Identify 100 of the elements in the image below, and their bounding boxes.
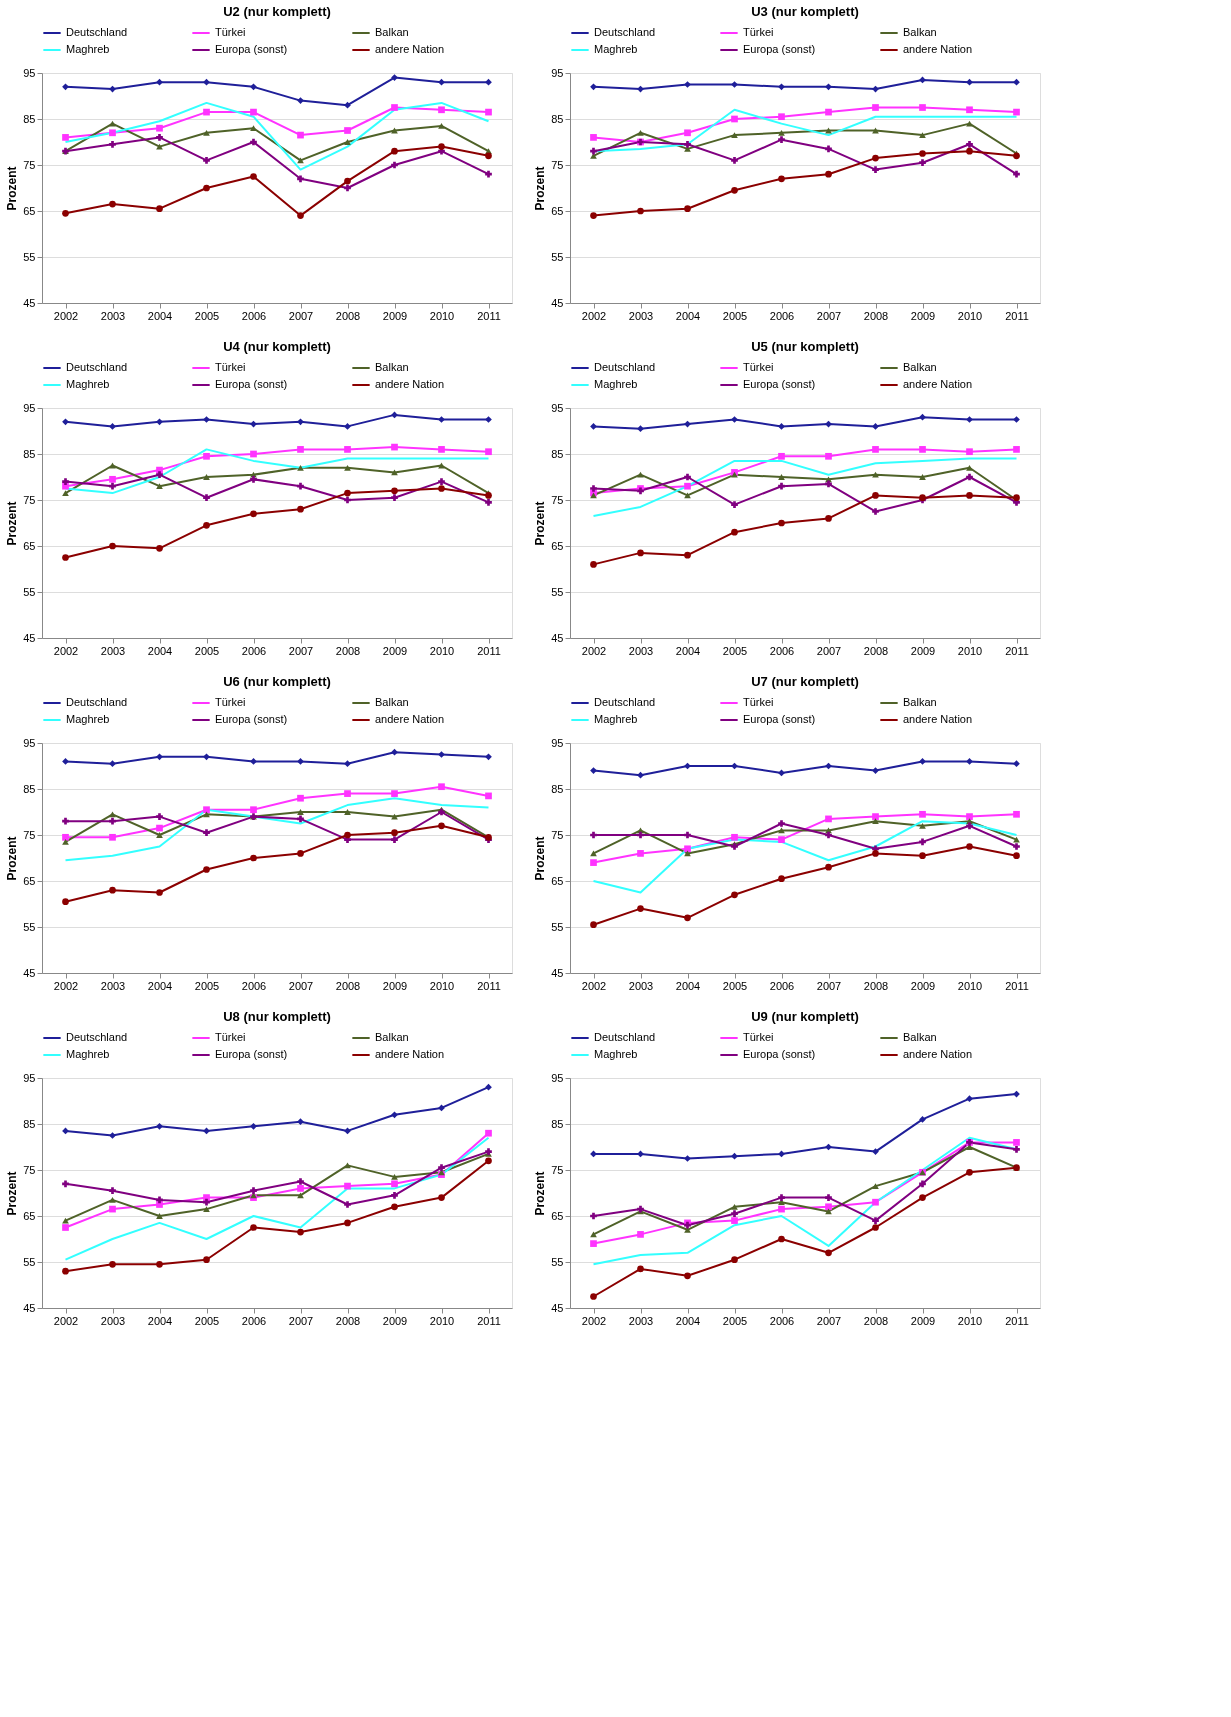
- y-tick-label: 65: [551, 204, 564, 217]
- x-tick-label: 2005: [194, 1314, 220, 1327]
- y-tick-label: 85: [23, 1117, 36, 1130]
- y-tick-label: 65: [551, 539, 564, 552]
- x-tick-label: 2007: [816, 979, 842, 992]
- y-tick-label: 55: [551, 920, 564, 933]
- x-tick-label: 2005: [722, 309, 748, 322]
- y-tick-label: 45: [23, 1301, 36, 1314]
- y-tick-label: 85: [23, 782, 36, 795]
- x-tick-label: 2004: [147, 979, 173, 992]
- x-tick-label: 2004: [147, 644, 173, 657]
- x-tick-label: 2009: [382, 979, 408, 992]
- legend-label: andere Nation: [375, 378, 445, 390]
- chart-title: U6 (nur komplett): [223, 674, 331, 689]
- legend-label: Maghreb: [66, 1048, 110, 1060]
- y-axis-title: Prozent: [5, 836, 20, 881]
- y-tick-label: 45: [551, 296, 564, 309]
- legend-label: Balkan: [375, 1031, 409, 1043]
- y-tick-label: 95: [551, 1071, 564, 1084]
- y-tick-label: 65: [551, 1209, 564, 1222]
- y-tick-label: 45: [23, 631, 36, 644]
- y-tick-label: 55: [23, 1255, 36, 1268]
- legend-label: Balkan: [375, 696, 409, 708]
- legend-label: andere Nation: [375, 713, 445, 725]
- x-tick-label: 2011: [477, 1314, 501, 1327]
- x-tick-label: 2010: [429, 979, 455, 992]
- y-tick-label: 75: [23, 493, 36, 506]
- chart-title: U8 (nur komplett): [223, 1009, 331, 1024]
- x-tick-label: 2011: [1005, 309, 1029, 322]
- x-tick-label: 2009: [910, 309, 936, 322]
- y-tick-label: 85: [551, 1117, 564, 1130]
- x-tick-label: 2010: [429, 644, 455, 657]
- legend-label: Europa (sonst): [215, 1048, 288, 1060]
- legend-label: Deutschland: [66, 1031, 128, 1043]
- y-tick-label: 45: [551, 1301, 564, 1314]
- x-tick-label: 2008: [863, 1314, 889, 1327]
- x-tick-label: 2006: [769, 644, 795, 657]
- chart-title: U2 (nur komplett): [223, 4, 331, 19]
- chart-title: U7 (nur komplett): [751, 674, 859, 689]
- legend-label: Maghreb: [594, 713, 638, 725]
- x-tick-label: 2003: [628, 309, 654, 322]
- y-axis-title: Prozent: [533, 1171, 548, 1216]
- y-axis-title: Prozent: [5, 1171, 20, 1216]
- x-tick-label: 2007: [816, 309, 842, 322]
- legend-label: Maghreb: [594, 43, 638, 55]
- legend-label: Türkei: [215, 696, 246, 708]
- legend-label: Deutschland: [594, 1031, 656, 1043]
- legend-label: Europa (sonst): [743, 1048, 816, 1060]
- chart-title: U3 (nur komplett): [751, 4, 859, 19]
- legend-label: Europa (sonst): [743, 713, 816, 725]
- x-tick-label: 2010: [429, 309, 455, 322]
- y-tick-label: 65: [23, 204, 36, 217]
- chart-title: U4 (nur komplett): [223, 339, 331, 354]
- x-tick-label: 2005: [722, 644, 748, 657]
- y-tick-label: 85: [23, 112, 36, 125]
- legend-label: Europa (sonst): [215, 378, 288, 390]
- y-tick-label: 65: [551, 874, 564, 887]
- y-tick-label: 55: [23, 920, 36, 933]
- legend-label: Deutschland: [66, 26, 128, 38]
- x-tick-label: 2008: [335, 309, 361, 322]
- y-axis-title: Prozent: [533, 166, 548, 211]
- legend-label: Balkan: [903, 1031, 937, 1043]
- x-tick-label: 2006: [769, 309, 795, 322]
- x-tick-label: 2005: [194, 644, 220, 657]
- legend-label: Europa (sonst): [215, 43, 288, 55]
- legend-label: andere Nation: [375, 43, 445, 55]
- legend-label: Türkei: [743, 1031, 774, 1043]
- y-tick-label: 75: [551, 828, 564, 841]
- x-tick-label: 2008: [863, 309, 889, 322]
- y-tick-label: 95: [23, 66, 36, 79]
- x-tick-label: 2010: [957, 309, 983, 322]
- x-tick-label: 2008: [335, 979, 361, 992]
- legend-label: Europa (sonst): [743, 43, 816, 55]
- x-tick-label: 2003: [100, 309, 126, 322]
- y-tick-label: 55: [551, 585, 564, 598]
- legend-label: Balkan: [375, 26, 409, 38]
- x-tick-label: 2003: [100, 1314, 126, 1327]
- x-tick-label: 2008: [335, 644, 361, 657]
- x-tick-label: 2011: [477, 644, 501, 657]
- y-tick-label: 65: [23, 1209, 36, 1222]
- x-tick-label: 2006: [769, 1314, 795, 1327]
- legend-label: Deutschland: [66, 361, 128, 373]
- x-tick-label: 2008: [863, 979, 889, 992]
- x-tick-label: 2006: [241, 979, 267, 992]
- legend-label: Türkei: [215, 1031, 246, 1043]
- legend-label: Europa (sonst): [215, 713, 288, 725]
- x-tick-label: 2007: [288, 309, 314, 322]
- legend-label: Türkei: [743, 696, 774, 708]
- legend-label: Türkei: [215, 361, 246, 373]
- x-tick-label: 2005: [722, 1314, 748, 1327]
- x-tick-label: 2003: [628, 979, 654, 992]
- y-tick-label: 65: [23, 874, 36, 887]
- x-tick-label: 2009: [382, 1314, 408, 1327]
- y-tick-label: 45: [23, 296, 36, 309]
- x-tick-label: 2009: [910, 979, 936, 992]
- legend-label: Balkan: [903, 26, 937, 38]
- legend-label: Deutschland: [594, 696, 656, 708]
- y-tick-label: 95: [551, 736, 564, 749]
- x-tick-label: 2006: [241, 1314, 267, 1327]
- y-tick-label: 95: [23, 736, 36, 749]
